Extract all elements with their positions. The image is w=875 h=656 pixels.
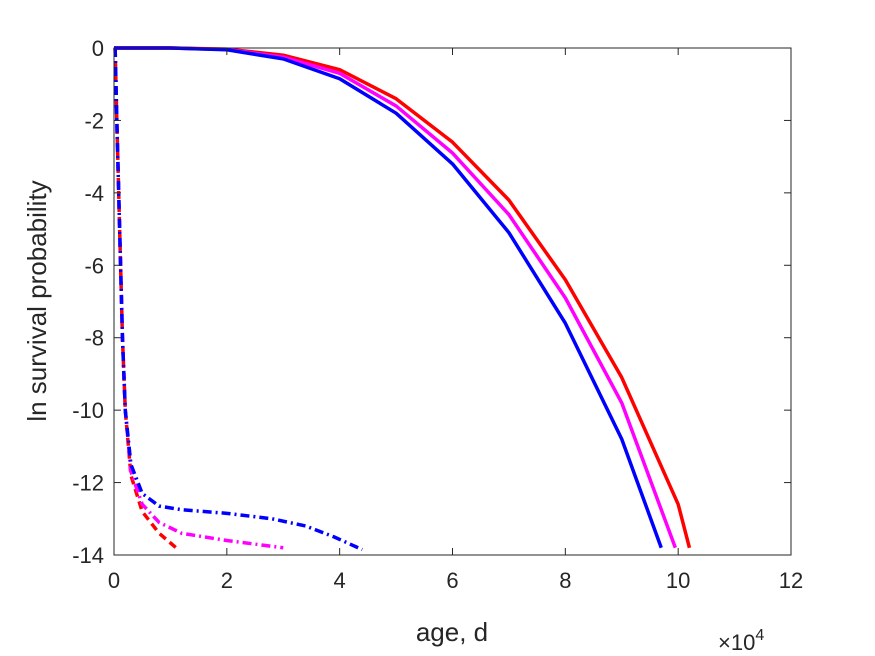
x-exponent-power: 4 [755,627,764,644]
y-tick-label: -14 [72,543,104,568]
x-exponent-label: ×104 [718,627,764,655]
x-exponent-base: ×10 [718,630,755,655]
x-tick-label: 10 [666,568,690,593]
plot-area [114,48,791,555]
x-tick-label: 4 [334,568,346,593]
x-tick-label: 0 [108,568,120,593]
y-tick-label: -2 [84,108,104,133]
x-tick-label: 12 [779,568,803,593]
y-tick-label: -4 [84,181,104,206]
y-tick-label: 0 [92,36,104,61]
y-tick-label: -12 [72,471,104,496]
x-tick-label: 2 [221,568,233,593]
series-line-3 [114,46,663,549]
y-tick-label: -8 [84,326,104,351]
y-tick-label: -6 [84,253,104,278]
y-tick-label: -10 [72,398,104,423]
series-layer [113,46,692,552]
x-axis: 0 2 4 6 8 10 12 [108,48,803,593]
y-axis: 0 -2 -4 -6 -8 -10 -12 -14 [72,36,791,568]
svg-text:×104: ×104 [718,627,764,655]
series-line-6 [113,47,363,552]
x-axis-label: age, d [416,617,488,647]
x-tick-label: 8 [559,568,571,593]
y-axis-label: ln survival probability [22,180,52,421]
series-line-5 [113,47,284,550]
x-tick-label: 6 [446,568,458,593]
